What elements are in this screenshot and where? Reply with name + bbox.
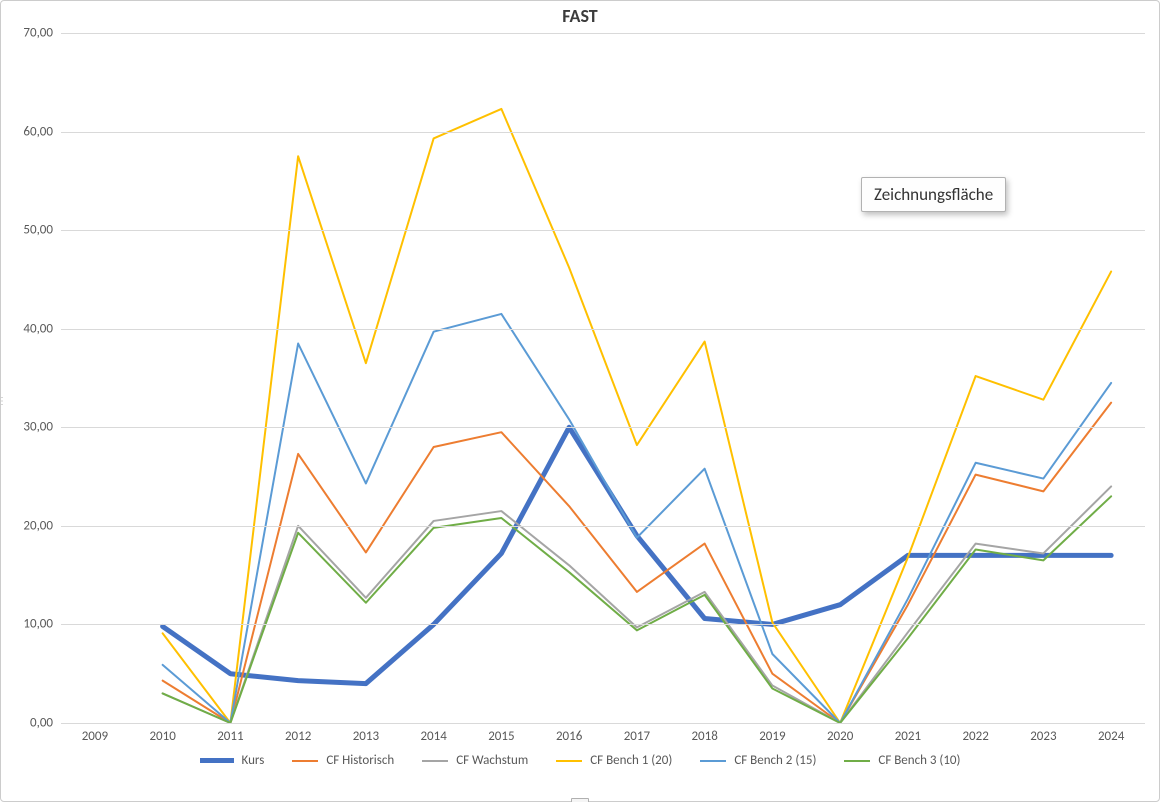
series-line: [163, 486, 1112, 723]
x-axis-tick-label: 2023: [1030, 723, 1056, 744]
x-axis-tick-label: 2019: [759, 723, 785, 744]
x-axis-tick-label: 2018: [691, 723, 717, 744]
y-axis-tick-label: 40,00: [23, 321, 61, 336]
x-axis-tick-label: 2015: [488, 723, 514, 744]
drawing-area-button[interactable]: Zeichnungsfläche: [861, 177, 1006, 212]
plot-area: 0,0010,0020,0030,0040,0050,0060,0070,002…: [61, 33, 1145, 723]
x-axis-tick-label: 2010: [149, 723, 175, 744]
gridline: [61, 132, 1145, 133]
series-line: [163, 403, 1112, 723]
legend-swatch: [844, 760, 870, 762]
y-axis-tick-label: 50,00: [23, 223, 61, 238]
legend-label: Kurs: [242, 753, 265, 768]
legend-swatch: [700, 760, 726, 762]
legend-swatch: [556, 760, 582, 762]
y-axis-tick-label: 70,00: [23, 26, 61, 41]
legend-swatch: [292, 760, 318, 762]
x-axis-tick-label: 2022: [962, 723, 988, 744]
chart-container: FAST 0,0010,0020,0030,0040,0050,0060,007…: [0, 0, 1160, 802]
resize-handle-left[interactable]: ⋮: [0, 396, 7, 406]
y-axis-tick-label: 60,00: [23, 124, 61, 139]
resize-handle-bottom[interactable]: [571, 798, 589, 802]
x-axis-tick-label: 2011: [217, 723, 243, 744]
legend-label: CF Bench 1 (20): [590, 753, 672, 768]
chart-legend: Kurs CF Historisch CF Wachstum CF Bench 1 (…: [1, 753, 1159, 768]
legend-swatch: [200, 758, 234, 763]
y-axis-tick-label: 0,00: [30, 716, 61, 731]
x-axis-tick-label: 2014: [420, 723, 446, 744]
legend-item[interactable]: CF Bench 2 (15): [700, 753, 816, 768]
series-line: [163, 314, 1112, 723]
x-axis-tick-label: 2016: [556, 723, 582, 744]
legend-item[interactable]: CF Bench 1 (20): [556, 753, 672, 768]
legend-label: CF Bench 2 (15): [734, 753, 816, 768]
gridline: [61, 427, 1145, 428]
legend-label: CF Bench 3 (10): [878, 753, 960, 768]
legend-swatch: [422, 760, 448, 762]
gridline: [61, 33, 1145, 34]
x-axis-tick-label: 2017: [624, 723, 650, 744]
x-axis-tick-label: 2013: [353, 723, 379, 744]
legend-item[interactable]: CF Wachstum: [422, 753, 528, 768]
chart-title: FAST: [1, 5, 1159, 27]
x-axis-tick-label: 2009: [82, 723, 108, 744]
chart-lines: [61, 33, 1145, 723]
gridline: [61, 526, 1145, 527]
series-line: [163, 427, 1112, 683]
series-line: [163, 496, 1112, 723]
legend-label: CF Wachstum: [456, 753, 528, 768]
legend-label: CF Historisch: [326, 753, 394, 768]
y-axis-tick-label: 20,00: [23, 518, 61, 533]
y-axis-tick-label: 10,00: [23, 617, 61, 632]
y-axis-tick-label: 30,00: [23, 420, 61, 435]
x-axis-tick-label: 2024: [1098, 723, 1124, 744]
legend-item[interactable]: CF Bench 3 (10): [844, 753, 960, 768]
legend-item[interactable]: Kurs: [200, 753, 265, 768]
gridline: [61, 230, 1145, 231]
legend-item[interactable]: CF Historisch: [292, 753, 394, 768]
x-axis-tick-label: 2021: [895, 723, 921, 744]
x-axis-tick-label: 2020: [827, 723, 853, 744]
gridline: [61, 624, 1145, 625]
x-axis-tick-label: 2012: [285, 723, 311, 744]
gridline: [61, 329, 1145, 330]
